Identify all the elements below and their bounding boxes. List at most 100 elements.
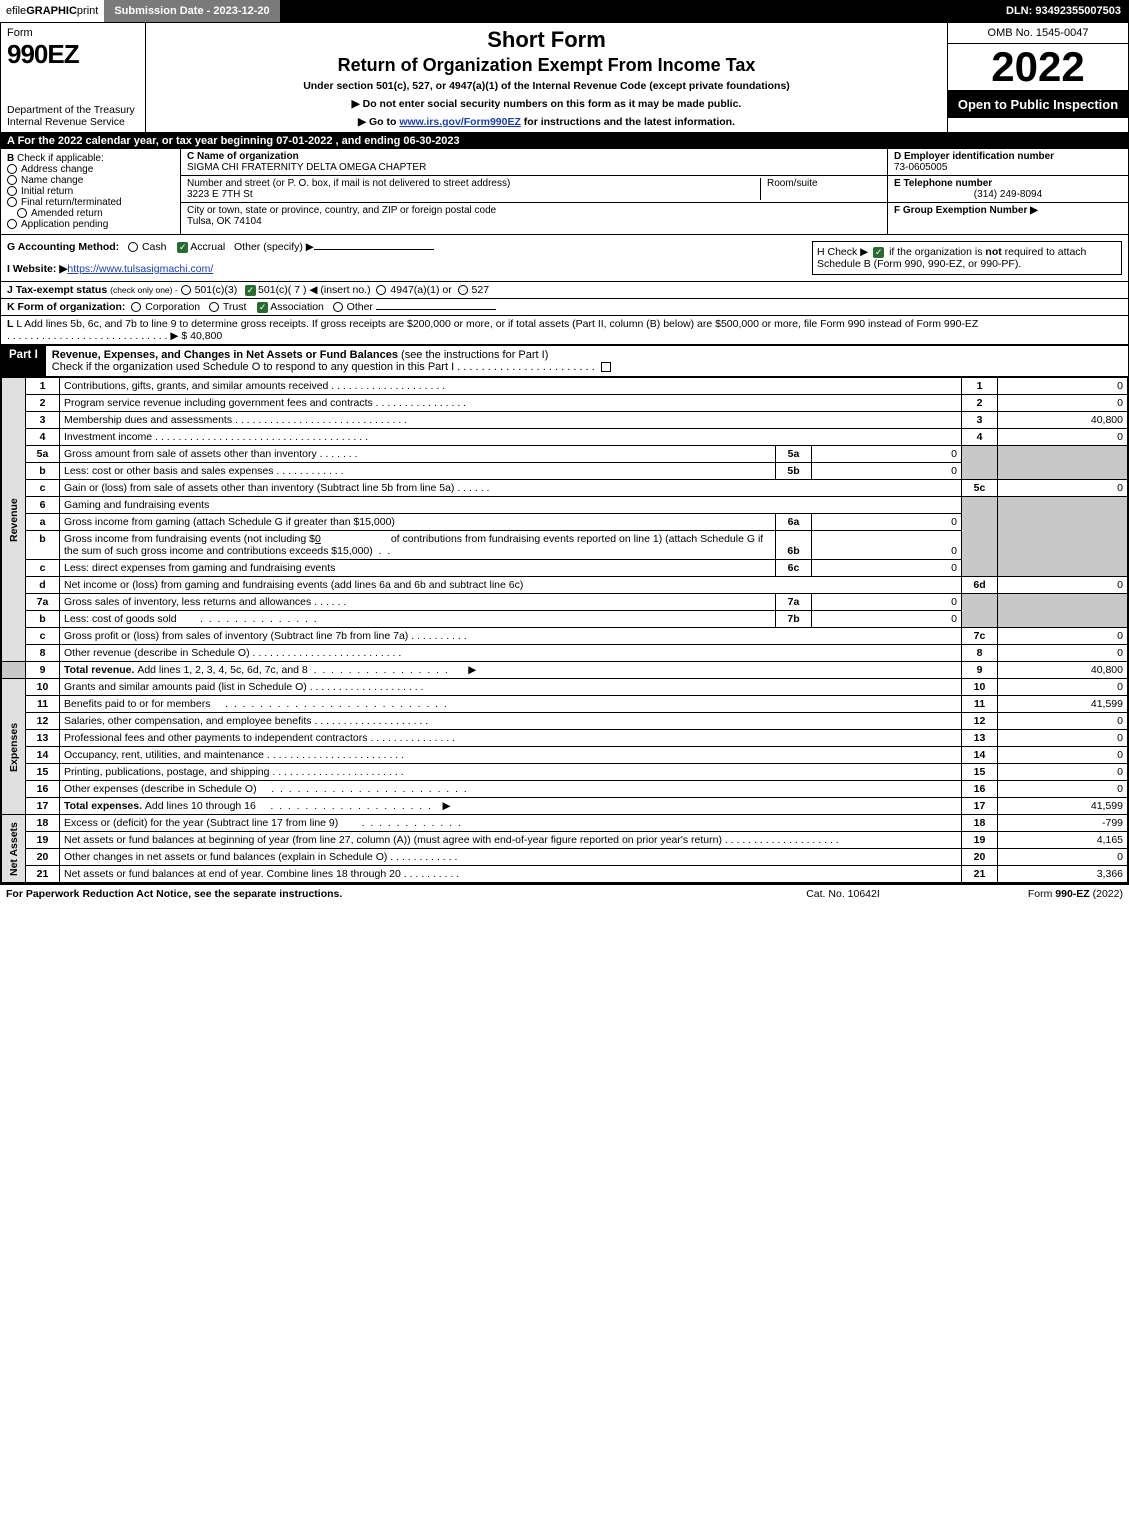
val-19: 4,165 <box>998 832 1128 849</box>
irs-link[interactable]: www.irs.gov/Form990EZ <box>399 116 521 128</box>
part-i-title: Revenue, Expenses, and Changes in Net As… <box>52 349 398 361</box>
department-label: Department of the Treasury Internal Reve… <box>7 104 139 128</box>
checkbox-address-change[interactable]: Address change <box>7 164 174 175</box>
cb-527[interactable] <box>458 285 468 295</box>
ein-cell: D Employer identification number 73-0605… <box>888 149 1128 175</box>
city-label: City or town, state or province, country… <box>187 205 496 216</box>
checkbox-amended-return[interactable]: Amended return <box>7 208 174 219</box>
desc-18: Excess or (deficit) for the year (Subtra… <box>64 817 338 829</box>
checkbox-application-pending[interactable]: Application pending <box>7 219 174 230</box>
row-i-website: I Website: ▶https://www.tulsasigmachi.co… <box>7 263 812 275</box>
sn-5a: 5a <box>776 446 812 463</box>
footer: For Paperwork Reduction Act Notice, see … <box>0 884 1129 903</box>
val-4: 0 <box>998 429 1128 446</box>
desc-5b: Less: cost or other basis and sales expe… <box>64 465 274 477</box>
shade-5ab <box>962 446 998 480</box>
desc-16: Other expenses (describe in Schedule O) <box>64 783 257 795</box>
desc-6c: Less: direct expenses from gaming and fu… <box>60 560 776 577</box>
cb-other-org[interactable] <box>333 302 343 312</box>
form-word: Form <box>7 27 139 39</box>
ln-9: 9 <box>962 662 998 679</box>
cb-label-2: Initial return <box>21 186 73 197</box>
row-7c: c Gross profit or (loss) from sales of i… <box>2 628 1128 645</box>
ln-7c: 7c <box>962 628 998 645</box>
part-i-sub: (see the instructions for Part I) <box>401 349 548 361</box>
city-cell: City or town, state or province, country… <box>181 203 887 229</box>
row-5c: c Gain or (loss) from sale of assets oth… <box>2 480 1128 497</box>
instr2-prefix: ▶ Go to <box>358 116 399 128</box>
row-6a: a Gross income from gaming (attach Sched… <box>2 514 1128 531</box>
val-18: -799 <box>998 815 1128 832</box>
group-label: F Group Exemption Number ▶ <box>894 205 1038 216</box>
val-1: 0 <box>998 378 1128 395</box>
row-5b: b Less: cost or other basis and sales ex… <box>2 463 1128 480</box>
desc-10: Grants and similar amounts paid (list in… <box>64 681 307 693</box>
instruction-1: ▶ Do not enter social security numbers o… <box>154 98 939 110</box>
row-6d: d Net income or (loss) from gaming and f… <box>2 577 1128 594</box>
sn-6a: 6a <box>776 514 812 531</box>
efile-topbar: efile GRAPHIC print Submission Date - 20… <box>0 0 1129 22</box>
row-19: 19 Net assets or fund balances at beginn… <box>2 832 1128 849</box>
desc-6a: Gross income from gaming (attach Schedul… <box>60 514 776 531</box>
val-3: 40,800 <box>998 412 1128 429</box>
desc-6: Gaming and fundraising events <box>60 497 962 514</box>
name-label: C Name of organization <box>187 151 299 162</box>
checkbox-initial-return[interactable]: Initial return <box>7 186 174 197</box>
other-label: Other (specify) ▶ <box>234 241 314 253</box>
cb-corporation[interactable] <box>131 302 141 312</box>
cb-4947[interactable] <box>376 285 386 295</box>
j-label: J Tax-exempt status <box>7 284 107 296</box>
row-12: 12 Salaries, other compensation, and emp… <box>2 713 1128 730</box>
val-7c: 0 <box>998 628 1128 645</box>
instruction-2: ▶ Go to www.irs.gov/Form990EZ for instru… <box>154 116 939 128</box>
row-21: 21 Net assets or fund balances at end of… <box>2 866 1128 883</box>
cb-501c3[interactable] <box>181 285 191 295</box>
row-g-left: G Accounting Method: Cash ✓Accrual Other… <box>7 241 812 275</box>
checkbox-name-change[interactable]: Name change <box>7 175 174 186</box>
num-6a: a <box>26 514 60 531</box>
j-o3: 4947(a)(1) or <box>390 284 451 296</box>
subtitle: Under section 501(c), 527, or 4947(a)(1)… <box>154 80 939 92</box>
tax-year: 2022 <box>948 44 1128 91</box>
desc-6d: Net income or (loss) from gaming and fun… <box>60 577 962 594</box>
val-6d: 0 <box>998 577 1128 594</box>
cb-trust[interactable] <box>209 302 219 312</box>
part-i-checkbox[interactable] <box>601 362 611 372</box>
desc-15: Printing, publications, postage, and shi… <box>64 766 269 778</box>
row-9: 9 Total revenue. Add lines 1, 2, 3, 4, 5… <box>2 662 1128 679</box>
desc-7b: Less: cost of goods sold <box>64 613 177 625</box>
sidebar-revenue: Revenue <box>2 378 26 662</box>
section-def: D Employer identification number 73-0605… <box>888 149 1128 234</box>
val-10: 0 <box>998 679 1128 696</box>
num-21: 21 <box>26 866 60 883</box>
num-10: 10 <box>26 679 60 696</box>
street-cell: Number and street (or P. O. box, if mail… <box>181 176 887 203</box>
num-5b: b <box>26 463 60 480</box>
website-link[interactable]: https://www.tulsasigmachi.com/ <box>67 263 213 275</box>
num-12: 12 <box>26 713 60 730</box>
ln-12: 12 <box>962 713 998 730</box>
amt-6b: 0 <box>315 533 321 545</box>
num-6b: b <box>26 531 60 560</box>
header-left-block: Form 990EZ Department of the Treasury In… <box>1 23 146 132</box>
desc-7c: Gross profit or (loss) from sales of inv… <box>64 630 408 642</box>
row-18: Net Assets 18 Excess or (deficit) for th… <box>2 815 1128 832</box>
desc-20: Other changes in net assets or fund bala… <box>64 851 387 863</box>
desc-17: Add lines 10 through 16 <box>145 800 256 812</box>
other-org-line <box>376 309 496 310</box>
val-11: 41,599 <box>998 696 1128 713</box>
val-13: 0 <box>998 730 1128 747</box>
accrual-label: Accrual <box>190 241 225 253</box>
j-sub: (check only one) - <box>110 285 178 295</box>
sv-6c: 0 <box>812 560 962 577</box>
checkbox-cash[interactable] <box>128 242 138 252</box>
checkbox-final-return[interactable]: Final return/terminated <box>7 197 174 208</box>
cb-label-4: Amended return <box>31 208 103 219</box>
desc-21: Net assets or fund balances at end of ye… <box>64 868 401 880</box>
form-container: Form 990EZ Department of the Treasury In… <box>0 22 1129 884</box>
city-value: Tulsa, OK 74104 <box>187 216 262 227</box>
footer-right-pre: Form <box>1028 888 1055 900</box>
desc-5a: Gross amount from sale of assets other t… <box>64 448 317 460</box>
ln-15: 15 <box>962 764 998 781</box>
k-o2: Trust <box>223 301 247 313</box>
